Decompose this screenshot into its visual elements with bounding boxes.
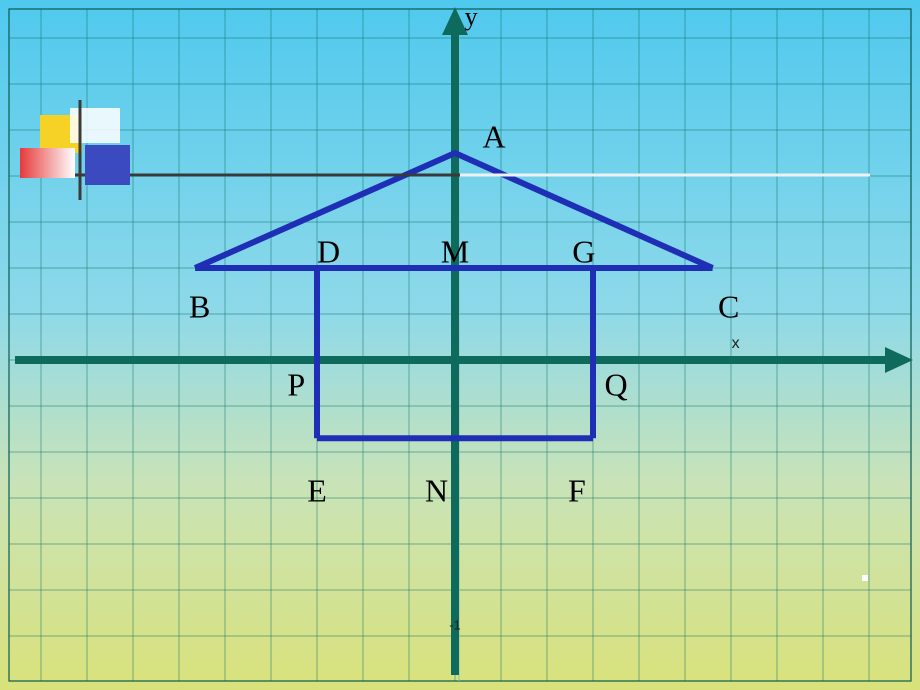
decorative-notch — [862, 575, 868, 581]
coordinate-plane-diagram: yxABCDMGPQENF-1 — [0, 0, 920, 690]
diagram-svg — [0, 0, 920, 690]
